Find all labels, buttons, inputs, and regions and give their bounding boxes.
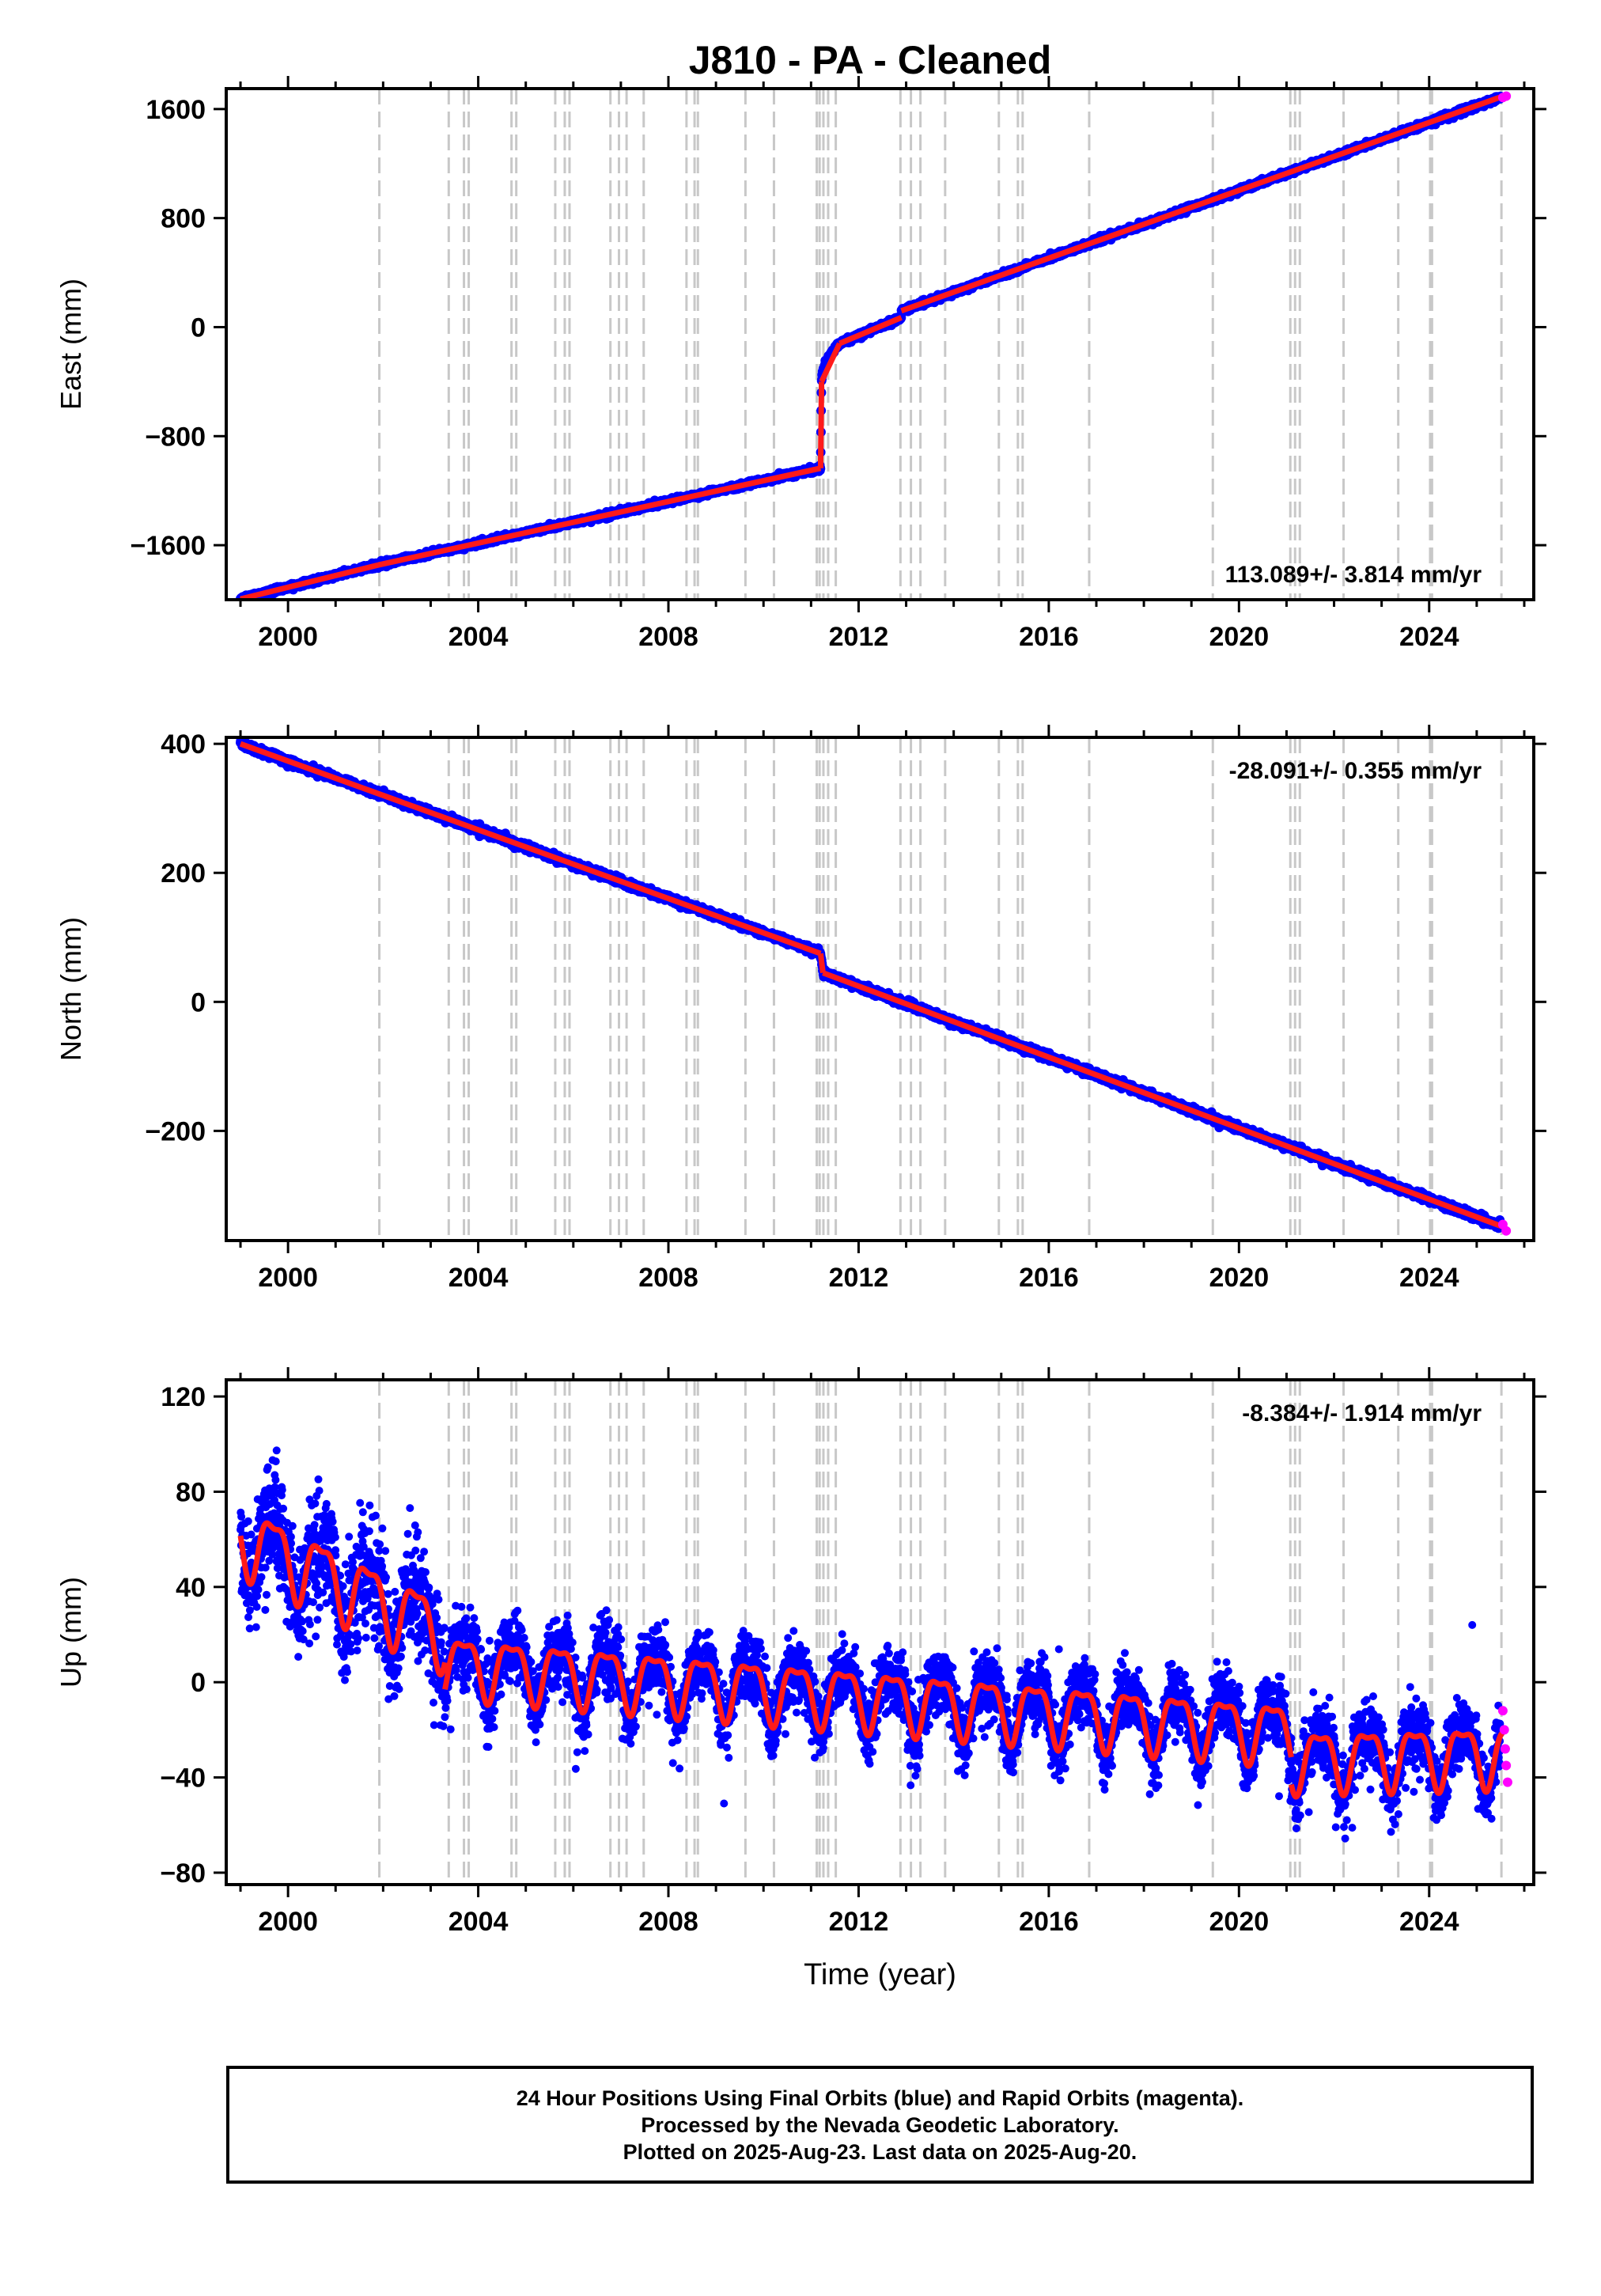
rate-label: 113.089+/- 3.814 mm/yr xyxy=(1225,562,1482,588)
y-tick-label: 0 xyxy=(191,987,206,1017)
rapid-orbit-point xyxy=(1501,1226,1512,1236)
x-tick-label: 2024 xyxy=(1399,1907,1459,1937)
footer-line-2: Processed by the Nevada Geodetic Laborat… xyxy=(641,2112,1119,2137)
footer-line-1: 24 Hour Positions Using Final Orbits (bl… xyxy=(516,2086,1244,2110)
footer-note-box: 24 Hour Positions Using Final Orbits (bl… xyxy=(226,2066,1534,2184)
y-tick-label: −200 xyxy=(145,1116,206,1146)
x-tick-label: 2008 xyxy=(638,1263,698,1293)
y-axis-label: Up (mm) xyxy=(55,1577,87,1688)
y-tick-label: 0 xyxy=(191,313,206,343)
y-tick-label: 80 xyxy=(176,1477,206,1507)
y-tick-label: 400 xyxy=(161,729,206,760)
x-tick-label: 2000 xyxy=(258,622,318,652)
y-axis-label: East (mm) xyxy=(55,278,87,410)
north-plot-area xyxy=(236,737,1512,1241)
north-frame xyxy=(225,736,1535,1242)
final-orbit-points xyxy=(237,1446,1504,1843)
y-tick-label: 800 xyxy=(161,204,206,234)
y-tick-label: 200 xyxy=(161,858,206,888)
x-tick-label: 2016 xyxy=(1019,622,1079,652)
rapid-orbit-point xyxy=(1501,91,1512,101)
rapid-orbit-point xyxy=(1499,1725,1509,1735)
model-fit-line xyxy=(237,1520,1508,1800)
y-tick-label: 40 xyxy=(176,1573,206,1603)
x-axis-label: Time (year) xyxy=(804,1958,956,1991)
y-tick-label: 0 xyxy=(191,1668,206,1698)
rapid-orbit-point xyxy=(1502,1777,1512,1787)
x-tick-label: 2008 xyxy=(638,622,698,652)
x-tick-label: 2020 xyxy=(1209,1263,1270,1293)
up-panel: 2000 2004 2008 2012 2016 2020 2024 −80 −40 0 40 80 1… xyxy=(55,1367,1546,1991)
up-frame xyxy=(225,1378,1535,1886)
y-tick-label: −40 xyxy=(160,1764,206,1794)
east-plot-area xyxy=(236,89,1512,600)
final-orbit-points xyxy=(236,91,1505,600)
model-fit-line xyxy=(239,741,1507,1230)
north-panel: 2000 2004 2008 2012 2016 2020 2024 −200 0 200 400 N… xyxy=(55,725,1546,1293)
x-tick-label: 2012 xyxy=(829,1263,889,1293)
y-tick-label: 1600 xyxy=(146,95,206,125)
rapid-orbit-point xyxy=(1500,1744,1510,1754)
y-tick-label: −80 xyxy=(160,1858,206,1889)
x-tick-label: 2004 xyxy=(449,622,509,652)
rate-label: -8.384+/- 1.914 mm/yr xyxy=(1242,1400,1482,1426)
x-tick-label: 2000 xyxy=(258,1263,318,1293)
x-tick-label: 2016 xyxy=(1019,1263,1079,1293)
chart-title: J810 - PA - Cleaned xyxy=(689,38,1052,82)
x-tick-label: 2024 xyxy=(1399,1263,1459,1293)
up-plot-area xyxy=(237,1380,1512,1885)
rapid-orbit-point xyxy=(1497,1706,1508,1716)
x-tick-label: 2024 xyxy=(1399,622,1459,652)
footer-line-3: Plotted on 2025-Aug-23. Last data on 202… xyxy=(623,2139,1137,2164)
x-tick-label: 2004 xyxy=(449,1263,509,1293)
rate-label: -28.091+/- 0.355 mm/yr xyxy=(1229,758,1482,784)
east-frame xyxy=(225,87,1535,601)
y-tick-label: −1600 xyxy=(131,531,206,561)
x-tick-label: 2004 xyxy=(449,1907,509,1937)
x-tick-label: 2012 xyxy=(829,622,889,652)
y-axis-label: North (mm) xyxy=(55,917,87,1061)
rapid-orbit-point xyxy=(1501,1760,1512,1771)
x-tick-label: 2008 xyxy=(638,1907,698,1937)
x-tick-label: 2016 xyxy=(1019,1907,1079,1937)
east-panel: 2000 2004 2008 2012 2016 2020 2024 −1600 −800 0 80… xyxy=(55,76,1546,652)
y-tick-label: −800 xyxy=(145,422,206,452)
x-tick-label: 2020 xyxy=(1209,1907,1270,1937)
model-fit-line xyxy=(240,93,1507,600)
y-tick-label: 120 xyxy=(161,1382,206,1412)
x-tick-label: 2012 xyxy=(829,1907,889,1937)
x-tick-label: 2000 xyxy=(258,1907,318,1937)
x-tick-label: 2020 xyxy=(1209,622,1270,652)
